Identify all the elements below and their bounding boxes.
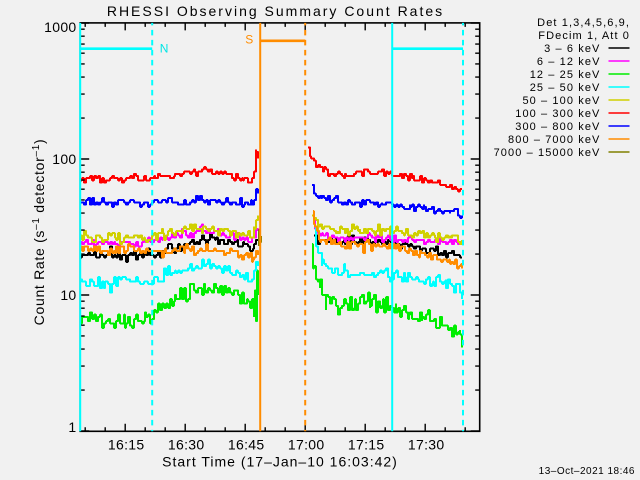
svg-text:N: N [160, 41, 169, 55]
svg-text:16:45: 16:45 [228, 437, 265, 453]
svg-text:1000: 1000 [44, 19, 76, 35]
svg-text:50 – 100 keV: 50 – 100 keV [522, 95, 600, 107]
svg-text:Det 1,3,4,5,6,9,: Det 1,3,4,5,6,9, [537, 17, 630, 29]
svg-text:12 – 25 keV: 12 – 25 keV [530, 69, 601, 81]
svg-text:7000 – 15000 keV: 7000 – 15000 keV [494, 147, 601, 159]
svg-text:6 – 12 keV: 6 – 12 keV [537, 56, 601, 68]
svg-text:1: 1 [68, 419, 76, 435]
svg-text:Start Time (17–Jan–10 16:03:42: Start Time (17–Jan–10 16:03:42) [162, 454, 398, 470]
svg-text:17:30: 17:30 [408, 437, 445, 453]
svg-text:10: 10 [60, 287, 76, 303]
svg-text:25 – 50 keV: 25 – 50 keV [530, 82, 601, 94]
svg-text:16:15: 16:15 [108, 437, 145, 453]
svg-text:Count Rate (s–1 detector–1): Count Rate (s–1 detector–1) [31, 139, 47, 326]
svg-text:100: 100 [52, 151, 76, 167]
svg-text:300 – 800 keV: 300 – 800 keV [515, 121, 600, 133]
svg-text:3 – 6 keV: 3 – 6 keV [544, 43, 600, 55]
svg-text:RHESSI Observing Summary Count: RHESSI Observing Summary Count Rates [107, 3, 444, 19]
svg-text:17:15: 17:15 [348, 437, 385, 453]
svg-text:800 – 7000 keV: 800 – 7000 keV [508, 134, 600, 146]
svg-text:17:00: 17:00 [288, 437, 325, 453]
svg-text:FDecim 1, Att 0: FDecim 1, Att 0 [538, 30, 630, 42]
svg-text:100 – 300 keV: 100 – 300 keV [515, 108, 600, 120]
svg-text:13–Oct–2021 18:46: 13–Oct–2021 18:46 [539, 466, 635, 477]
svg-text:S: S [245, 33, 253, 47]
svg-text:16:30: 16:30 [168, 437, 205, 453]
